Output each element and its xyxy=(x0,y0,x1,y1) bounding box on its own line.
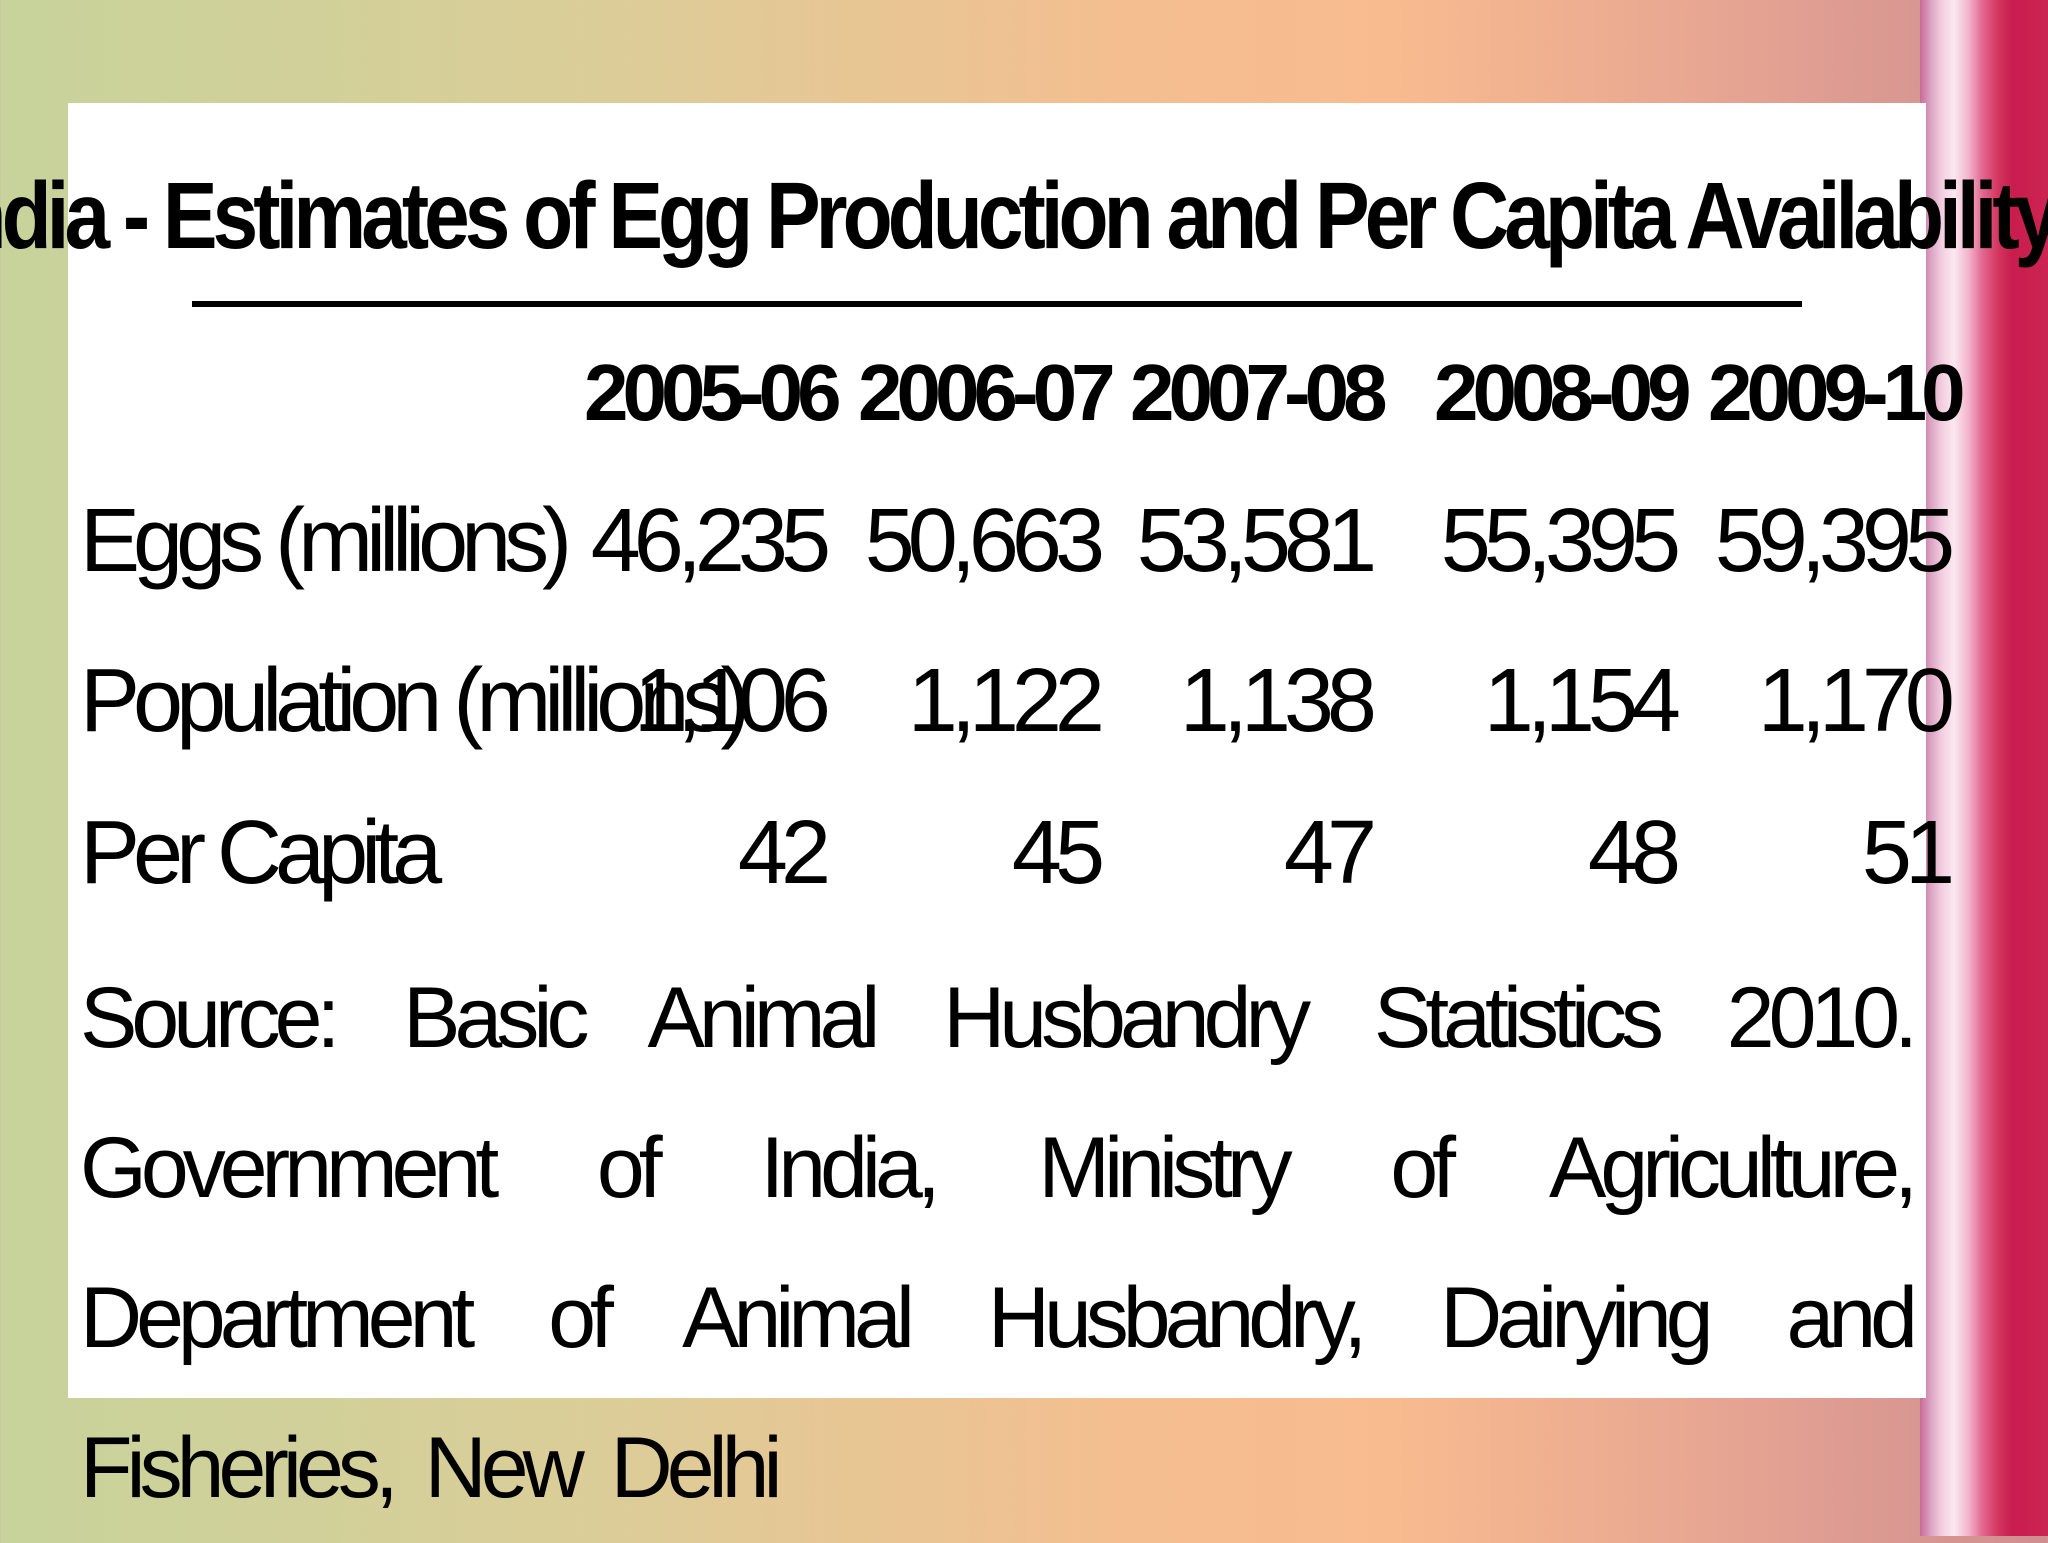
column-header-2007-08: 2007-08 xyxy=(1130,348,1388,437)
table-cell: 48 xyxy=(1587,803,1681,903)
table-cell: 45 xyxy=(1011,803,1105,903)
column-header-2008-09: 2008-09 xyxy=(1434,348,1692,437)
table-cell: 1,106 xyxy=(633,651,831,751)
table-cell: 46,235 xyxy=(590,491,831,591)
table-cell: 1,122 xyxy=(907,651,1105,751)
decorative-stripe-border xyxy=(1920,0,2048,1536)
row-label-per-capita: Per Capita xyxy=(80,803,442,903)
table-cell: 50,663 xyxy=(864,491,1105,591)
column-header-2006-07: 2006-07 xyxy=(858,348,1116,437)
table-cell: 55,395 xyxy=(1440,491,1681,591)
table-cell: 59,395 xyxy=(1714,491,1955,591)
table-cell: 53,581 xyxy=(1136,491,1377,591)
table-cell: 42 xyxy=(737,803,831,903)
column-header-2005-06: 2005-06 xyxy=(584,348,842,437)
row-label-eggs: Eggs (millions) xyxy=(80,491,572,591)
table-cell: 47 xyxy=(1283,803,1377,903)
column-header-2009-10: 2009-10 xyxy=(1708,348,1966,437)
table-cell: 1,138 xyxy=(1179,651,1377,751)
row-label-population: Population (millions) xyxy=(80,651,750,751)
slide-content: India - Estimates of Egg Production and … xyxy=(0,103,2048,1516)
table-cell: 1,170 xyxy=(1757,651,1955,751)
table-cell: 51 xyxy=(1861,803,1955,903)
title-underline xyxy=(192,301,1802,307)
table-title: India - Estimates of Egg Production and … xyxy=(0,164,2048,269)
table-cell: 1,154 xyxy=(1483,651,1681,751)
source-citation: Source: Basic Animal Husbandry Statistic… xyxy=(80,970,1918,1516)
